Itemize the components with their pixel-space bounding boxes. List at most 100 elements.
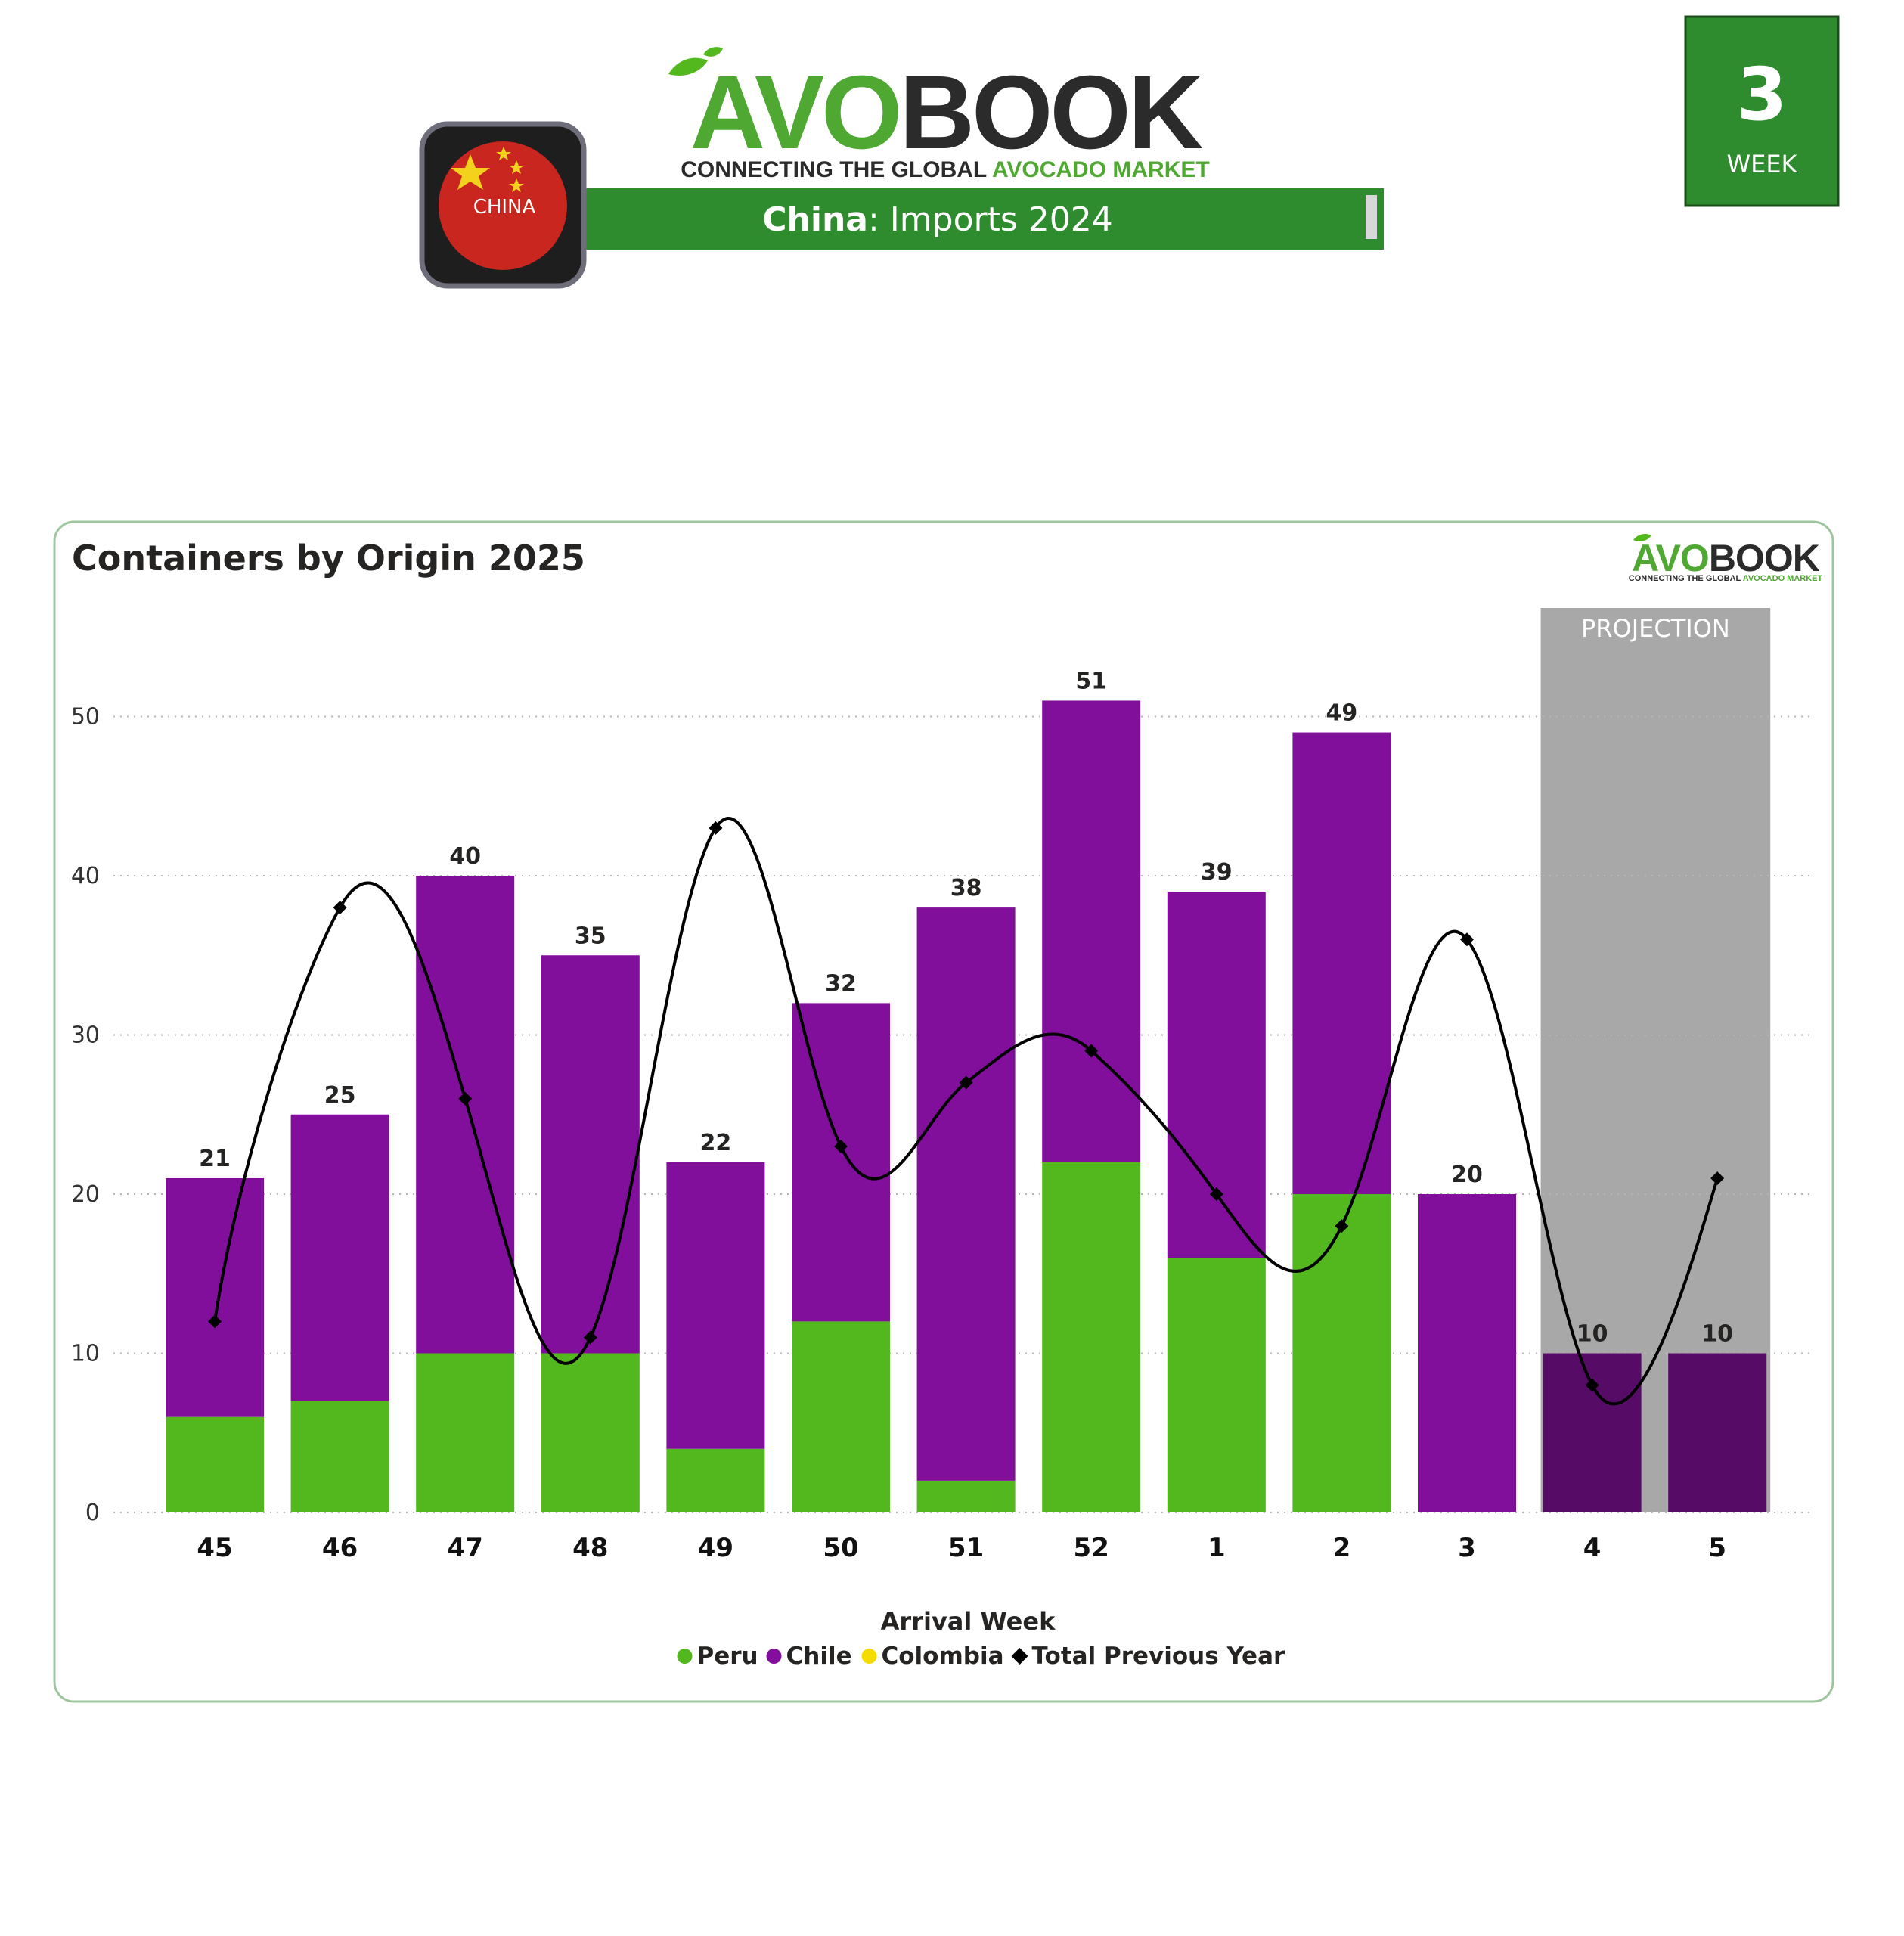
- x-tick-label: 5: [1708, 1533, 1726, 1563]
- bar-total-label: 35: [575, 923, 606, 949]
- bar-chile: [166, 1177, 264, 1417]
- bar-peru: [1042, 1162, 1141, 1512]
- legend: Peru Chile Colombia Total Previous Year: [677, 1643, 1286, 1670]
- bar-peru: [1167, 1258, 1266, 1512]
- mini-tagline-dark: CONNECTING THE GLOBAL: [1629, 574, 1743, 583]
- banner-country: China: [762, 200, 868, 239]
- bar-total-label: 10: [1577, 1321, 1608, 1348]
- china-flag-badge: CHINA: [419, 121, 587, 289]
- bar-chile: [1042, 700, 1141, 1162]
- bar-total-label: 10: [1701, 1321, 1733, 1348]
- bar-chile: [1668, 1353, 1767, 1512]
- y-tick-label: 50: [71, 704, 100, 731]
- svg-text:CONNECTING THE GLOBAL AVOCADO: CONNECTING THE GLOBAL AVOCADO MARKET: [1629, 574, 1823, 583]
- legend-label: Chile: [786, 1643, 852, 1670]
- star-icon: [451, 147, 524, 192]
- bar-chile: [916, 908, 1016, 1481]
- previous-year-point: [1585, 1378, 1599, 1392]
- y-tick-label: 30: [71, 1022, 100, 1049]
- bar-chile: [416, 876, 515, 1354]
- bar-peru: [916, 1480, 1016, 1512]
- x-tick-label: 4: [1583, 1533, 1602, 1563]
- previous-year-point: [834, 1139, 848, 1153]
- bar-total-label: 21: [199, 1146, 231, 1172]
- bar-total-label: 49: [1326, 700, 1358, 727]
- bar-peru: [416, 1353, 515, 1512]
- legend-marker-icon: [766, 1649, 782, 1664]
- x-tick-label: 2: [1333, 1533, 1351, 1563]
- bar-chile: [1292, 732, 1391, 1194]
- logo-wordmark: AVOBOOK: [690, 54, 1203, 171]
- week-number: 3: [1737, 52, 1788, 137]
- week-label: WEEK: [1726, 150, 1797, 178]
- projection-label: PROJECTION: [1581, 614, 1730, 643]
- previous-year-point: [583, 1330, 597, 1345]
- bar-total-label: 39: [1201, 859, 1233, 886]
- mini-leaf-icon: [1633, 534, 1651, 541]
- legend-marker-icon: [861, 1649, 877, 1664]
- tagline-dark: CONNECTING THE GLOBAL: [681, 157, 992, 182]
- bar-total-label: 32: [825, 970, 857, 997]
- bar-total-label: 20: [1451, 1162, 1483, 1188]
- bar-chile: [541, 955, 640, 1354]
- legend-label: Peru: [697, 1643, 758, 1670]
- y-tick-label: 40: [71, 863, 100, 889]
- x-tick-label: 48: [572, 1533, 608, 1563]
- avocado-leaf-icon: [668, 47, 723, 76]
- bar-total-label: 25: [324, 1082, 356, 1109]
- x-tick-label: 52: [1074, 1533, 1109, 1563]
- bar-chile: [1167, 892, 1266, 1258]
- x-tick-label: 51: [948, 1533, 984, 1563]
- country-label: CHINA: [473, 196, 536, 219]
- tagline-green: AVOCADO MARKET: [992, 157, 1210, 182]
- previous-year-point: [333, 901, 347, 915]
- legend-label: Colombia: [882, 1643, 1004, 1670]
- bar-total-label: 51: [1075, 668, 1107, 694]
- banner-title: China: Imports 2024: [762, 200, 1112, 239]
- y-tick-label: 0: [85, 1500, 100, 1526]
- logo-tagline: CONNECTING THE GLOBAL AVOCADO MARKET: [681, 157, 1209, 182]
- bar-peru: [290, 1401, 389, 1512]
- bar-peru: [666, 1448, 765, 1512]
- banner-subtitle: : Imports 2024: [868, 200, 1113, 239]
- bar-peru: [792, 1321, 890, 1512]
- chart-panel: Containers by Origin 2025 AVOBOOK CONNEC…: [53, 520, 1834, 1703]
- bar-peru: [1292, 1194, 1391, 1512]
- mini-logo-avo: AVO: [1632, 537, 1709, 579]
- logo-avo: AVO: [690, 54, 900, 171]
- previous-year-point: [458, 1091, 473, 1106]
- previous-year-line: [213, 817, 1719, 1406]
- legend-marker-icon: [1011, 1648, 1028, 1665]
- header: AVOBOOK CONNECTING THE GLOBAL AVOCADO MA…: [419, 15, 1840, 289]
- x-tick-label: 45: [197, 1533, 232, 1563]
- x-tick-label: 1: [1208, 1533, 1226, 1563]
- legend-marker-icon: [677, 1649, 693, 1664]
- x-tick-label: 47: [448, 1533, 483, 1563]
- previous-year-point: [959, 1075, 973, 1090]
- bar-chile: [1418, 1194, 1516, 1512]
- bar-total-label: 38: [950, 875, 982, 901]
- legend-label: Total Previous Year: [1032, 1643, 1286, 1670]
- bar-total-label: 40: [449, 843, 481, 870]
- week-indicator: 3 WEEK: [1684, 15, 1840, 207]
- x-tick-label: 3: [1458, 1533, 1476, 1563]
- previous-year-point: [1084, 1044, 1099, 1058]
- title-banner: [505, 188, 1384, 250]
- mini-tagline-green: AVOCADO MARKET: [1743, 574, 1823, 583]
- previous-year-point: [1335, 1219, 1349, 1233]
- bar-chile: [666, 1162, 765, 1449]
- mini-logo-book: BOOK: [1709, 537, 1820, 579]
- bar-peru: [166, 1416, 264, 1512]
- y-tick-label: 20: [71, 1181, 100, 1208]
- x-tick-label: 46: [322, 1533, 358, 1563]
- x-tick-label: 50: [823, 1533, 858, 1563]
- y-tick-label: 10: [71, 1341, 100, 1367]
- bar-chile: [1543, 1353, 1642, 1512]
- previous-year-point: [1209, 1187, 1223, 1201]
- bar-peru: [541, 1353, 640, 1512]
- svg-text:AVOBOOK: AVOBOOK: [1632, 537, 1820, 579]
- x-axis-title: Arrival Week: [881, 1607, 1056, 1636]
- bar-chile: [792, 1003, 890, 1322]
- previous-year-point: [709, 821, 723, 835]
- mini-logo: AVOBOOK CONNECTING THE GLOBAL AVOCADO MA…: [1629, 534, 1823, 583]
